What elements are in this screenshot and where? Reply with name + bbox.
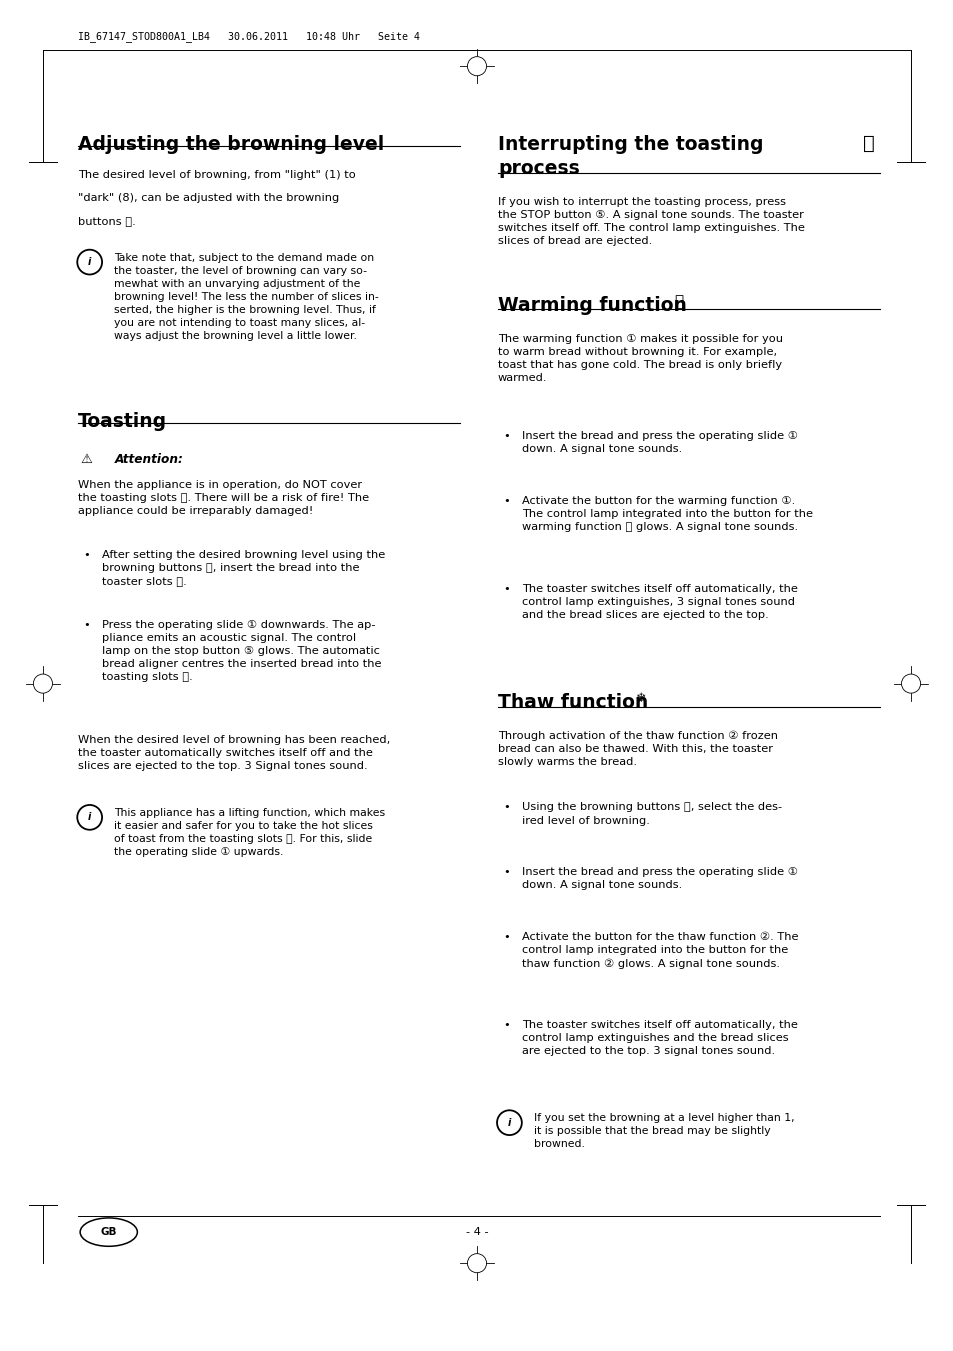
Text: i: i — [507, 1117, 511, 1128]
Text: Adjusting the browning level: Adjusting the browning level — [78, 135, 384, 154]
Text: Press the operating slide ① downwards. The ap-
pliance emits an acoustic signal.: Press the operating slide ① downwards. T… — [102, 620, 381, 682]
Text: i: i — [88, 257, 91, 267]
Ellipse shape — [901, 674, 920, 693]
Text: ⎘: ⎘ — [862, 134, 874, 153]
Ellipse shape — [33, 674, 52, 693]
Ellipse shape — [467, 1254, 486, 1273]
Text: "dark" (8), can be adjusted with the browning: "dark" (8), can be adjusted with the bro… — [78, 193, 339, 203]
Text: Using the browning buttons ⓢ, select the des-
ired level of browning.: Using the browning buttons ⓢ, select the… — [521, 802, 781, 825]
Text: •: • — [83, 550, 90, 559]
Text: When the desired level of browning has been reached,
the toaster automatically s: When the desired level of browning has b… — [78, 735, 390, 771]
Text: ❄: ❄ — [636, 692, 646, 705]
Text: After setting the desired browning level using the
browning buttons ⓢ, insert th: After setting the desired browning level… — [102, 550, 385, 586]
Text: Take note that, subject to the demand made on
the toaster, the level of browning: Take note that, subject to the demand ma… — [114, 253, 379, 340]
Text: When the appliance is in operation, do NOT cover
the toasting slots ⓧ. There wil: When the appliance is in operation, do N… — [78, 480, 369, 516]
Text: ⎘: ⎘ — [674, 295, 683, 309]
Text: i: i — [88, 812, 91, 823]
Text: •: • — [502, 584, 509, 593]
Text: Attention:: Attention: — [114, 453, 183, 466]
Text: GB: GB — [100, 1227, 117, 1238]
Text: Activate the button for the thaw function ②. The
control lamp integrated into th: Activate the button for the thaw functio… — [521, 932, 798, 969]
Text: •: • — [502, 867, 509, 877]
Text: Warming function: Warming function — [497, 296, 686, 315]
Text: The toaster switches itself off automatically, the
control lamp extinguishes and: The toaster switches itself off automati… — [521, 1020, 797, 1056]
Ellipse shape — [77, 250, 102, 274]
Text: Insert the bread and press the operating slide ①
down. A signal tone sounds.: Insert the bread and press the operating… — [521, 431, 797, 454]
Text: Activate the button for the warming function ①.
The control lamp integrated into: Activate the button for the warming func… — [521, 496, 812, 532]
Text: If you set the browning at a level higher than 1,
it is possible that the bread : If you set the browning at a level highe… — [534, 1113, 794, 1150]
Text: IB_67147_STOD800A1_LB4   30.06.2011   10:48 Uhr   Seite 4: IB_67147_STOD800A1_LB4 30.06.2011 10:48 … — [78, 31, 419, 42]
Text: If you wish to interrupt the toasting process, press
the STOP button ⑤. A signal: If you wish to interrupt the toasting pr… — [497, 197, 804, 246]
Text: The toaster switches itself off automatically, the
control lamp extinguishes, 3 : The toaster switches itself off automati… — [521, 584, 797, 620]
Text: This appliance has a lifting function, which makes
it easier and safer for you t: This appliance has a lifting function, w… — [114, 808, 385, 857]
Text: •: • — [502, 802, 509, 812]
Text: buttons ⓢ.: buttons ⓢ. — [78, 216, 136, 226]
Ellipse shape — [497, 1111, 521, 1135]
Ellipse shape — [77, 805, 102, 830]
Text: ⚠: ⚠ — [80, 453, 91, 466]
Text: - 4 -: - 4 - — [465, 1227, 488, 1238]
Text: The desired level of browning, from "light" (1) to: The desired level of browning, from "lig… — [78, 170, 355, 180]
Ellipse shape — [80, 1219, 137, 1246]
Ellipse shape — [467, 57, 486, 76]
Text: Interrupting the toasting: Interrupting the toasting — [497, 135, 762, 154]
Text: •: • — [502, 431, 509, 440]
Text: •: • — [502, 496, 509, 505]
Text: Thaw function: Thaw function — [497, 693, 647, 712]
Text: process: process — [497, 159, 579, 178]
Text: The warming function ① makes it possible for you
to warm bread without browning : The warming function ① makes it possible… — [497, 334, 782, 382]
Text: Insert the bread and press the operating slide ①
down. A signal tone sounds.: Insert the bread and press the operating… — [521, 867, 797, 890]
Text: •: • — [83, 620, 90, 630]
Text: •: • — [502, 1020, 509, 1029]
Text: Toasting: Toasting — [78, 412, 167, 431]
Text: Through activation of the thaw function ② frozen
bread can also be thawed. With : Through activation of the thaw function … — [497, 731, 778, 767]
Text: •: • — [502, 932, 509, 942]
